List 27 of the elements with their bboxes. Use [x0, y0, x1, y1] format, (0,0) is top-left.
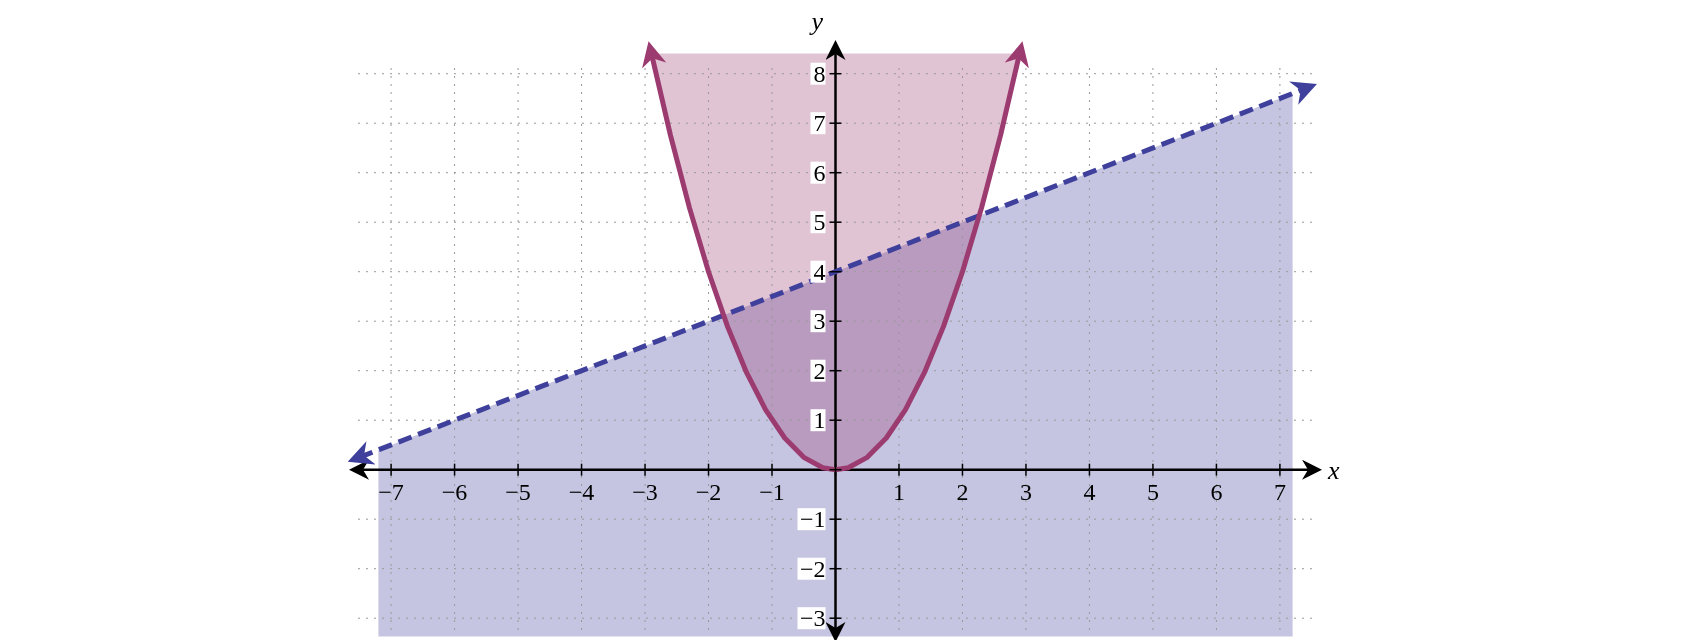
x-tick-label: 1 [892, 478, 905, 505]
x-tick-label: −1 [759, 478, 785, 505]
y-tick-label: 6 [813, 159, 826, 186]
y-tick-label: −1 [799, 506, 826, 533]
x-tick-label: 6 [1210, 478, 1223, 505]
x-tick-label: −2 [695, 478, 722, 505]
y-tick-label: 2 [813, 357, 826, 384]
x-tick-label: −7 [378, 478, 404, 505]
x-tick-label: −4 [568, 478, 595, 505]
x-tick-label: 3 [1019, 478, 1032, 505]
x-tick-label: −3 [632, 478, 658, 505]
x-tick-label: −6 [441, 478, 468, 505]
y-tick-label: 5 [813, 209, 826, 236]
y-tick-label: 8 [813, 60, 826, 87]
x-tick-label: −5 [505, 478, 531, 505]
y-tick-label: 7 [813, 110, 826, 137]
y-tick-label: 1 [813, 407, 826, 434]
y-tick-label: −3 [799, 605, 826, 632]
y-tick-label: −2 [799, 555, 826, 582]
x-axis-title: x [1327, 455, 1340, 485]
y-axis-title: y [808, 7, 824, 36]
x-tick-label: 5 [1146, 478, 1159, 505]
x-tick-label: 7 [1273, 478, 1286, 505]
y-tick-label: 3 [813, 308, 826, 335]
x-tick-label: 4 [1083, 478, 1096, 505]
y-tick-label: 4 [813, 258, 826, 285]
x-tick-label: 2 [956, 478, 969, 505]
